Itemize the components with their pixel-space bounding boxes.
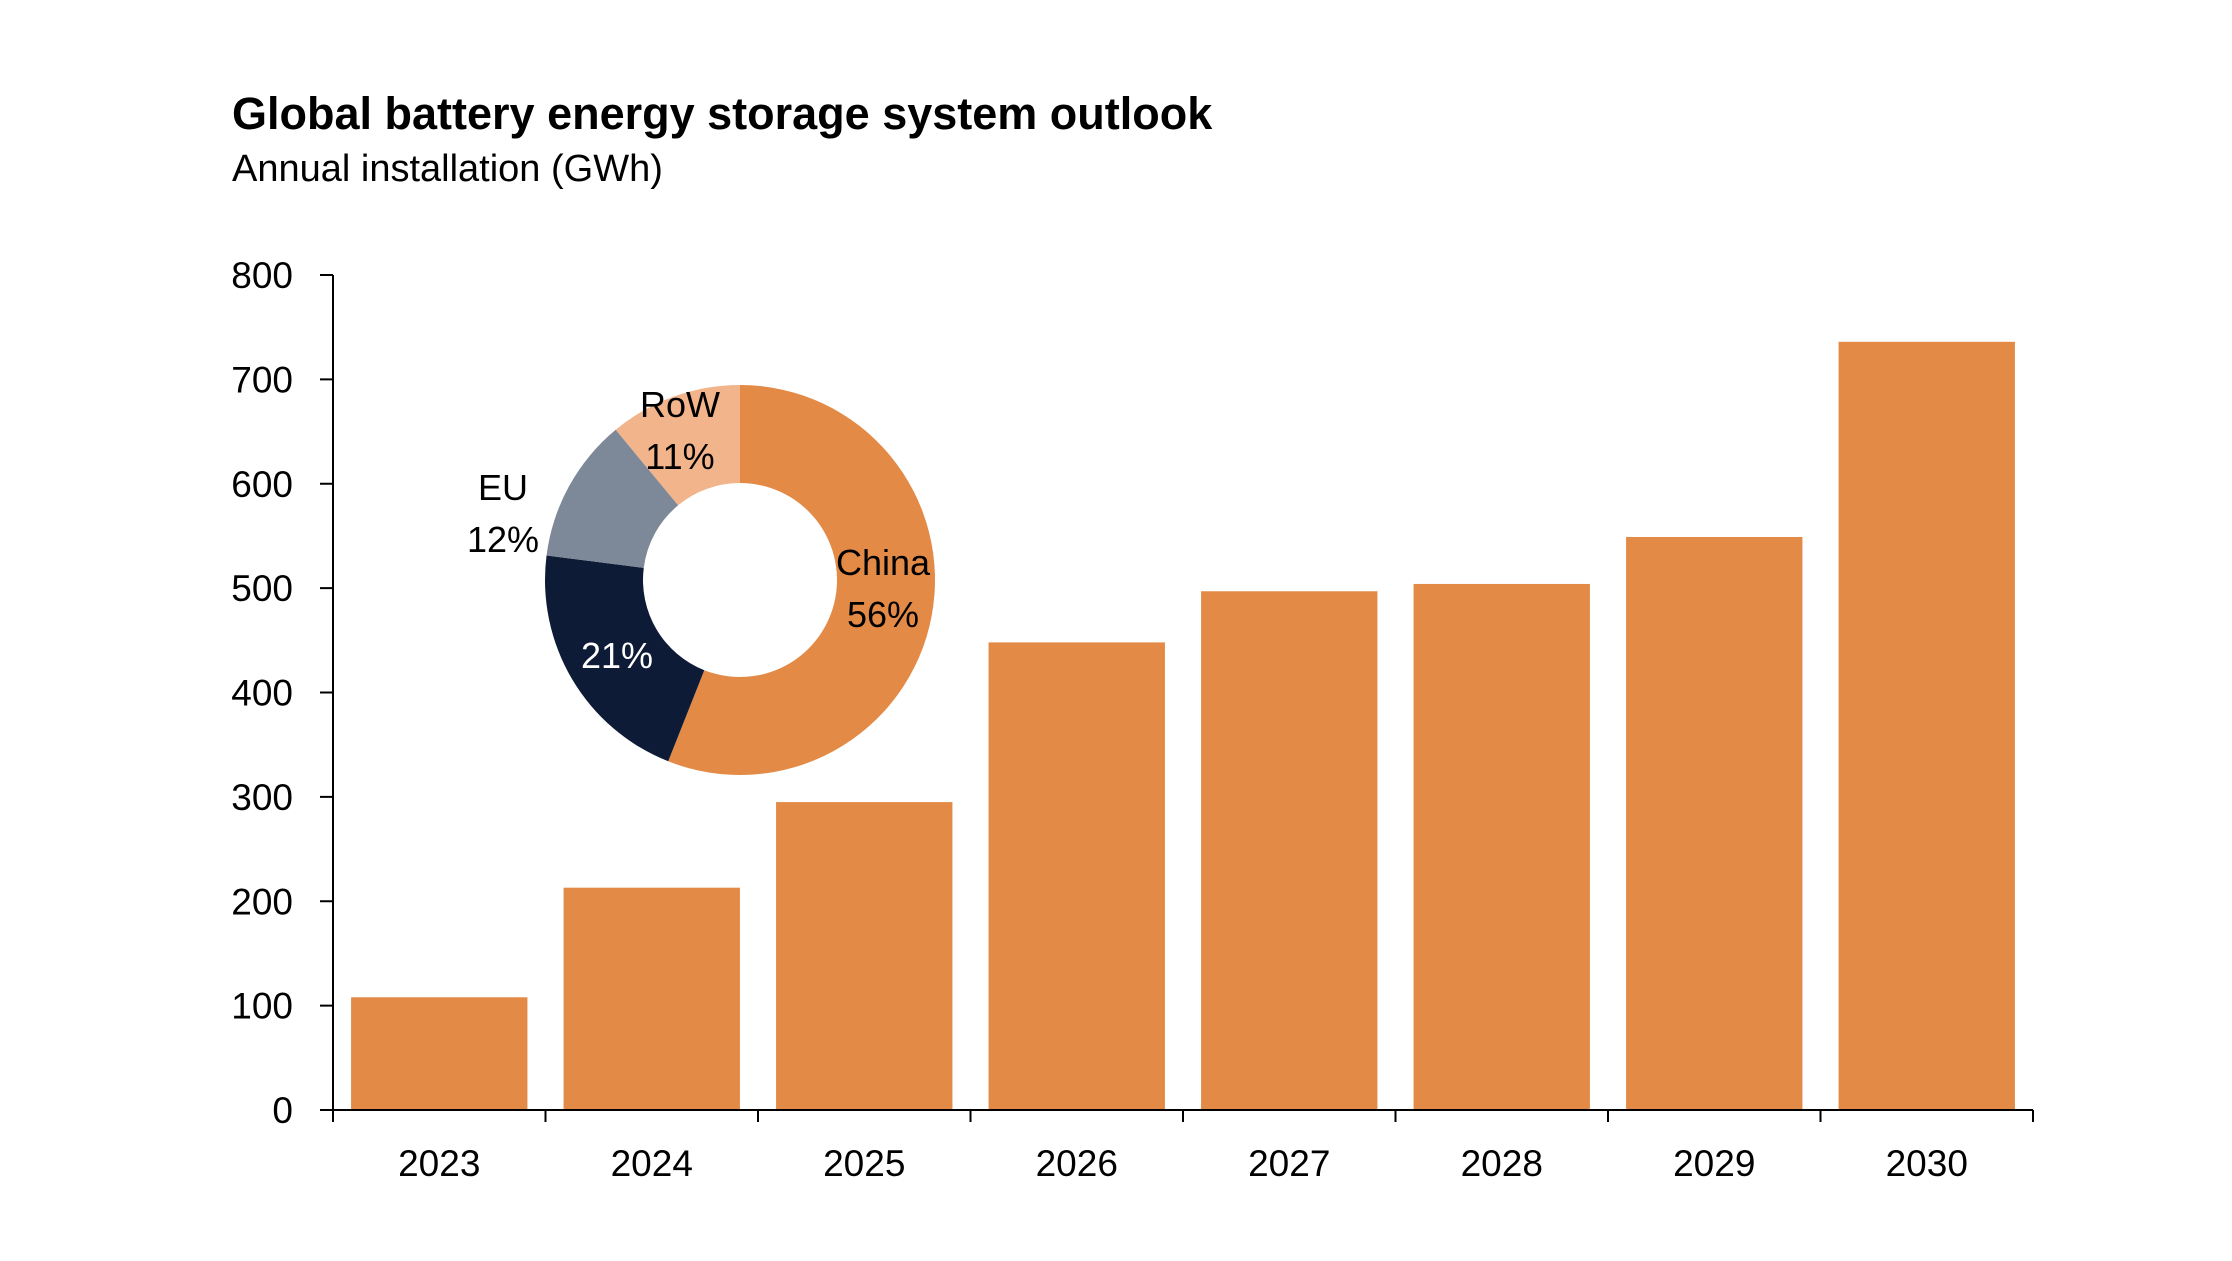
y-tick-label: 0 xyxy=(272,1090,293,1131)
donut-slice-unlabeled xyxy=(545,555,705,762)
bar-2025 xyxy=(776,802,953,1110)
donut-value-label: 21% xyxy=(581,635,653,676)
y-tick-label: 700 xyxy=(231,359,293,400)
x-tick-label: 2023 xyxy=(398,1143,480,1184)
x-tick-label: 2030 xyxy=(1886,1143,1968,1184)
bar-2026 xyxy=(988,642,1165,1110)
chart-axes: 0 100 200 300 400 500 600 700 800 2023 2024 2025 202… xyxy=(231,255,2034,1184)
y-tick-label: 600 xyxy=(231,464,293,505)
y-tick-label: 100 xyxy=(231,986,293,1027)
x-tick-label: 2026 xyxy=(1036,1143,1118,1184)
donut-value-label: 56% xyxy=(847,594,919,635)
x-tick-label: 2028 xyxy=(1461,1143,1543,1184)
bar-series xyxy=(351,341,2015,1110)
x-tick-label: 2025 xyxy=(823,1143,905,1184)
x-tick-label: 2024 xyxy=(611,1143,693,1184)
bar-2027 xyxy=(1201,591,1378,1110)
x-tick-label: 2027 xyxy=(1248,1143,1330,1184)
y-tick-label: 400 xyxy=(231,673,293,714)
y-tick-label: 300 xyxy=(231,777,293,818)
donut-chart: China 56% 21% EU 12% RoW 11% xyxy=(467,384,935,775)
y-tick-label: 500 xyxy=(231,568,293,609)
chart-subtitle: Annual installation (GWh) xyxy=(232,148,663,190)
donut-slice-china xyxy=(668,385,935,775)
chart-title: Global battery energy storage system out… xyxy=(232,88,1213,139)
bar-2023 xyxy=(351,997,528,1110)
bar-2030 xyxy=(1838,341,2015,1110)
donut-slice-eu xyxy=(546,429,679,568)
x-tick-label: 2029 xyxy=(1673,1143,1755,1184)
donut-value-label: 11% xyxy=(645,436,714,477)
bar-2029 xyxy=(1626,536,1803,1110)
donut-label: EU xyxy=(478,467,528,508)
donut-label: RoW xyxy=(640,384,720,425)
donut-value-label: 12% xyxy=(467,519,539,560)
donut-label: China xyxy=(836,542,931,583)
y-tick-label: 800 xyxy=(231,255,293,296)
bar-2028 xyxy=(1413,583,1590,1110)
y-tick-label: 200 xyxy=(231,881,293,922)
donut-slice-row xyxy=(615,385,740,506)
bar-2024 xyxy=(563,887,740,1110)
